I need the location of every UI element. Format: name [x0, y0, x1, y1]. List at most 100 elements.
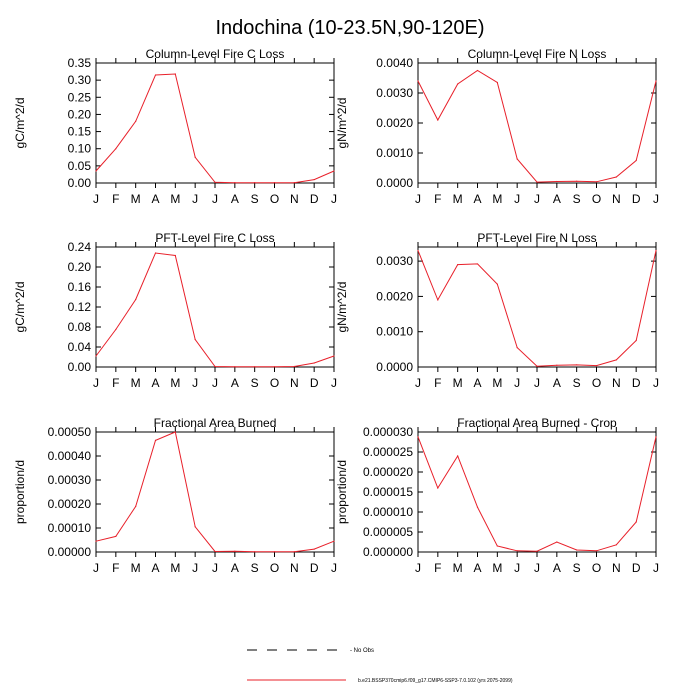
data-point	[576, 180, 578, 182]
x-tick-label: M	[492, 376, 502, 390]
data-point	[516, 346, 518, 349]
data-point	[536, 550, 538, 552]
data-point	[194, 156, 196, 158]
panel-title: PFT-Level Fire N Loss	[477, 231, 596, 245]
legend-model-label: b.e21.BSSP370cmip6.f09_g17.CMIP6-SSP3-7.…	[358, 678, 513, 684]
y-tick-label: 0.16	[68, 280, 92, 294]
data-point	[635, 521, 637, 523]
data-point	[313, 178, 315, 181]
y-tick-label: 0.35	[68, 56, 92, 70]
x-tick-label: J	[514, 192, 520, 206]
y-tick-label: 0.20	[68, 260, 92, 274]
x-tick-label: A	[231, 561, 239, 575]
x-tick-label: A	[231, 192, 239, 206]
x-tick-label: A	[553, 192, 561, 206]
x-tick-label: M	[170, 376, 180, 390]
x-tick-label: O	[592, 192, 601, 206]
y-tick-label: 0.10	[68, 142, 92, 156]
x-tick-label: A	[473, 561, 481, 575]
data-point	[95, 355, 97, 357]
x-tick-label: J	[331, 376, 337, 390]
y-tick-label: 0.20	[68, 107, 92, 121]
data-point	[214, 181, 216, 183]
x-tick-label: J	[331, 192, 337, 206]
plot-frame	[417, 431, 657, 553]
x-tick-label: M	[170, 561, 180, 575]
data-point	[333, 355, 335, 357]
x-tick-label: J	[653, 561, 659, 575]
data-point	[457, 455, 459, 457]
x-tick-label: D	[632, 192, 641, 206]
data-point	[615, 176, 617, 178]
data-point	[556, 180, 558, 183]
data-point	[273, 366, 276, 368]
y-tick-label: 0.08	[68, 320, 92, 334]
x-tick-label: A	[231, 376, 239, 390]
data-point	[135, 120, 137, 122]
x-tick-label: M	[170, 192, 180, 206]
x-tick-label: J	[415, 561, 421, 575]
x-tick-label: O	[270, 561, 279, 575]
x-tick-label: A	[553, 376, 561, 390]
x-tick-label: D	[632, 376, 641, 390]
x-tick-label: J	[331, 561, 337, 575]
x-tick-label: M	[453, 192, 463, 206]
y-tick-label: 0.0010	[376, 325, 413, 339]
x-tick-label: J	[192, 376, 198, 390]
data-point	[417, 80, 419, 82]
x-tick-label: J	[514, 561, 520, 575]
y-tick-label: 0.0030	[376, 86, 413, 100]
data-point	[254, 182, 256, 184]
data-point	[437, 299, 439, 301]
y-tick-label: 0.0020	[376, 116, 413, 130]
data-point	[293, 182, 295, 184]
x-tick-label: A	[151, 192, 159, 206]
x-tick-label: D	[632, 561, 641, 575]
data-point	[655, 249, 657, 252]
y-tick-label: 0.0000	[376, 176, 413, 190]
x-tick-label: F	[434, 192, 441, 206]
x-tick-label: N	[612, 561, 621, 575]
y-axis-label: gC/m^2/d	[13, 98, 27, 149]
data-point	[536, 181, 538, 183]
x-tick-label: A	[473, 376, 481, 390]
x-tick-label: F	[112, 376, 119, 390]
data-point	[437, 487, 439, 489]
series-line	[95, 431, 335, 553]
x-tick-label: M	[453, 376, 463, 390]
x-tick-label: N	[290, 376, 299, 390]
data-point	[437, 119, 439, 121]
data-point	[194, 526, 196, 528]
x-tick-label: S	[251, 376, 259, 390]
y-tick-label: 0.05	[68, 159, 92, 173]
y-tick-label: 0.04	[68, 340, 92, 354]
y-tick-label: 0.15	[68, 125, 92, 139]
x-tick-label: J	[534, 561, 540, 575]
x-tick-label: M	[131, 192, 141, 206]
x-tick-label: M	[131, 561, 141, 575]
panel-title: Column-Level Fire C Loss	[146, 47, 285, 61]
x-tick-label: J	[192, 192, 198, 206]
data-point	[476, 506, 479, 508]
x-tick-label: D	[310, 192, 319, 206]
y-tick-label: 0.00	[68, 360, 92, 374]
x-tick-label: F	[434, 376, 441, 390]
panels: Column-Level Fire C Loss gC/m^2/d 0.00 0.05…	[13, 47, 659, 575]
data-point	[234, 182, 236, 184]
x-tick-label: J	[653, 192, 659, 206]
plot-frame	[417, 62, 657, 184]
x-tick-label: J	[192, 561, 198, 575]
x-tick-label: J	[212, 561, 218, 575]
data-point	[115, 535, 117, 538]
data-point	[595, 550, 598, 552]
data-point	[333, 170, 335, 172]
y-tick-label: 0.000010	[363, 505, 413, 519]
data-point	[273, 551, 276, 553]
x-tick-label: O	[592, 561, 601, 575]
data-point	[556, 541, 558, 543]
x-tick-label: A	[473, 192, 481, 206]
x-tick-label: M	[492, 192, 502, 206]
y-tick-label: 0.0030	[376, 254, 413, 268]
data-point	[516, 550, 518, 552]
chart-panel-2: Column-Level Fire N Loss gN/m^2/d 0.0000 0.…	[335, 47, 659, 206]
